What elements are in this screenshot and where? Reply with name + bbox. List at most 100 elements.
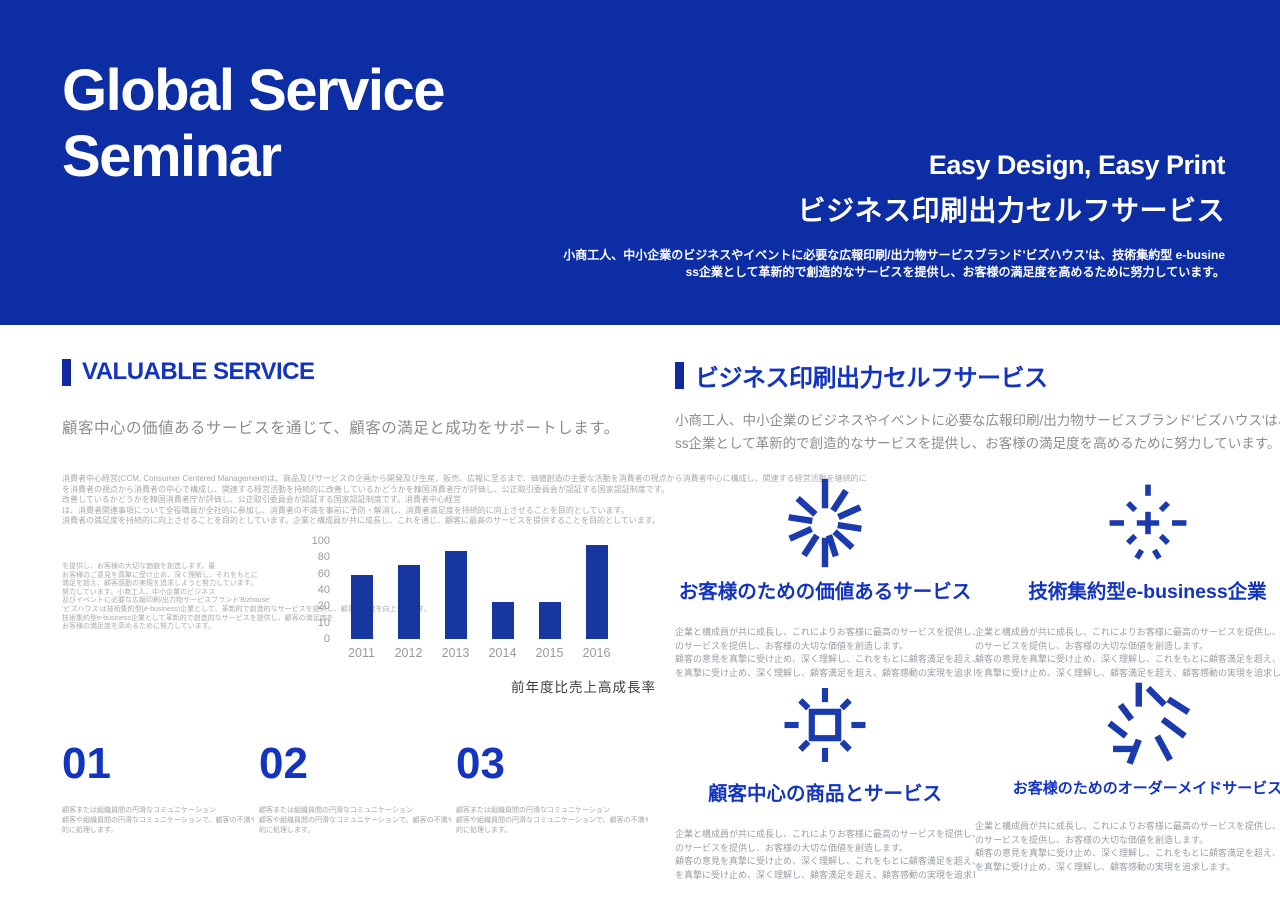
feature-body-line: 顧客の意見を真摯に受け止め、深く理解し、これをもとに顧客満足を超え、顧客感動の実… <box>675 856 975 866</box>
feature-title: 顧客中心の商品とサービス <box>707 783 942 805</box>
item-body-line: 的に処理します。 <box>259 826 315 834</box>
left-section-title: VALUABLE SERVICE <box>82 358 315 385</box>
feature-body: 企業と構成員が共に成長し、これによりお客様に最高のサービスを提供し、お客様の大切… <box>975 820 1280 874</box>
side-text-line: 技術集約型e-business企業として革新的で創造的なサービスを提供し、顧客の… <box>62 614 334 622</box>
item-body-line: 顧客や組織員間の円滑なコミュニケーションで、顧客の不満や内部苦情を効率的に <box>62 816 254 824</box>
item-body-line: 顧客や組織員間の円滑なコミュニケーションで、顧客の不満や内部苦情を効率的に <box>456 816 648 824</box>
side-text-line: 'ビズハウス'は技術集約型(e-business)企業として、革新的で創造的なサ… <box>62 605 431 613</box>
feature-body-line: のサービスを提供し、お客様の大切な価値を創造します。 <box>975 834 1209 845</box>
item-body-line: 顧客または組織員間の円滑なコミュニケーション <box>259 806 413 814</box>
x-tick-label: 2013 <box>441 645 470 660</box>
paragraph-line: 消費者の満足度を持続的に向上させることを目的としています。企業と構成員が共に成長… <box>62 516 660 526</box>
feature-card-2: 技術集約型e-business企業企業と構成員が共に成長し、これによりお客様に最… <box>975 473 1280 678</box>
feature-body-line: 顧客の意見を真摯に受け止め、深く理解し、これをもとに顧客満足を超え、顧客感動の実… <box>975 654 1280 664</box>
bar-2012 <box>397 564 420 639</box>
header-right-block: Easy Design, Easy Print ビジネス印刷出力セルフサービス … <box>563 150 1225 281</box>
item-body-line: 的に処理します。 <box>62 826 118 834</box>
chart-row: を提供し、お客様の大切な価値を創造します。最 お客様のご意見を真摯に受け止め、深く… <box>62 535 655 696</box>
chart-bars <box>338 541 620 639</box>
ccm-description-paragraph: 消費者中心経営(CCM, Consumer Centered Managemen… <box>62 474 867 527</box>
item-body: 顧客または組織員間の円滑なコミュニケーション顧客や組織員間の円滑なコミュニケーシ… <box>62 806 259 836</box>
header-banner: Global Service Seminar Easy Design, Easy… <box>0 0 1280 325</box>
side-text-line: 満足を超え、顧客感動の実現を追求しようと努力しています。 <box>62 580 258 588</box>
feature-grid: お客様のための価値あるサービス 企業と構成員が共に成長し、これによりお客様に最高の… <box>675 473 1280 880</box>
left-section-subtitle: 顧客中心の価値あるサービスを通じて、顧客の満足と成功をサポートします。 <box>62 420 620 437</box>
feature-title: 技術集約型e-business企業 <box>1028 581 1267 603</box>
header-description-line: 小商工人、中小企業のビジネスやイベントに必要な広報印刷/出力物サービスブランド'… <box>563 248 1225 262</box>
item-number: 01 <box>62 738 111 788</box>
feature-body-line: を真摯に受け止め、深く理解し、顧客満足を超え、顧客感動の実現を追求します。 <box>675 869 975 880</box>
burst-dashed-icon <box>975 473 1280 573</box>
feature-title: お客様のためのオーダーメイドサービス <box>1012 780 1280 797</box>
paragraph-line: 改善しているかどうかを韓国消費者庁が評価し、公正取引委員会が認証する国家認証制度… <box>62 495 461 505</box>
self-service-section: ビジネス印刷出力セルフサービス 小商工人、中小企業のビジネスやイベントに必要な広… <box>675 358 1280 880</box>
item-body-line: 的に処理します。 <box>456 826 512 834</box>
y-tick-label: 40 <box>317 583 330 596</box>
tagline-english: Easy Design, Easy Print <box>928 150 1226 180</box>
bar-slot <box>338 541 385 639</box>
feature-body-line: のサービスを提供し、お客様の大切な価値を創造します。 <box>975 640 1209 651</box>
x-tick-label: 2016 <box>582 645 611 660</box>
feature-body-line: のサービスを提供し、お客様の大切な価値を創造します。 <box>675 640 909 651</box>
paragraph-line: を消費者の視点から消費者の中心で構成し、関連する経営活動を持続的に改善しているか… <box>62 484 669 494</box>
feature-body-line: を真摯に受け止め、深く理解し、顧客満足を超え、顧客感動の実現を追求します。 <box>975 667 1280 678</box>
bar-slot <box>526 541 573 639</box>
feature-card-3: 顧客中心の商品とサービス企業と構成員が共に成長し、これによりお客様に最高のサービ… <box>675 675 975 880</box>
right-intro-line: ss企業として革新的で創造的なサービスを提供し、お客様の満足度を高めるために努力… <box>675 436 1280 451</box>
y-tick-label: 10 <box>317 616 330 629</box>
item-body: 顧客または組織員間の円滑なコミュニケーション顧客や組織員間の円滑なコミュニケーシ… <box>259 806 456 836</box>
numbered-item-03: 03 顧客または組織員間の円滑なコミュニケーション顧客や組織員間の円滑なコミュニケ… <box>456 738 653 836</box>
header-description-line: ss企業として革新的で創造的なサービスを提供し、お客様の満足度を高めるために努力… <box>685 265 1225 279</box>
feature-body-line: 企業と構成員が共に成長し、これによりお客様に最高のサービスを提供し、お客様の大切… <box>675 627 975 637</box>
header-description: 小商工人、中小企業のビジネスやイベントに必要な広報印刷/出力物サービスブランド'… <box>563 247 1225 281</box>
chart-side-text: を提供し、お客様の大切な価値を創造します。最 お客様のご意見を真摯に受け止め、深く… <box>62 562 431 696</box>
feature-body-line: 顧客の意見を真摯に受け止め、深く理解し、これをもとに顧客満足を超え、顧客感動の実… <box>675 654 975 664</box>
feature-body-line: を真摯に受け止め、深く理解し、顧客満足を超え、顧客感動の実現を追求します。 <box>675 667 975 678</box>
valuable-service-section: VALUABLE SERVICE 顧客中心の価値あるサービスを通じて、顧客の満足… <box>62 358 867 836</box>
feature-body: 企業と構成員が共に成長し、これによりお客様に最高のサービスを提供し、お客様の大切… <box>975 626 1280 680</box>
right-section-intro: 小商工人、中小企業のビジネスやイベントに必要な広報印刷/出力物サービスブランド'… <box>675 409 1280 455</box>
bar-slot <box>432 541 479 639</box>
feature-card-1: お客様のための価値あるサービス 企業と構成員が共に成長し、これによりお客様に最高の… <box>675 473 975 678</box>
bar-2013 <box>444 550 467 639</box>
side-text-line: お客様のご意見を真摯に受け止め、深く理解し、それをもとに <box>62 571 258 579</box>
item-body-line: 顧客または組織員間の円滑なコミュニケーション <box>456 806 610 814</box>
bar-slot <box>385 541 432 639</box>
side-text-line: を提供し、お客様の大切な価値を創造します。最 <box>62 562 216 570</box>
numbered-items-row: 01 顧客または組織員間の円滑なコミュニケーション 顧客や組織員間の円滑なコミュニケ… <box>62 738 648 836</box>
bar-slot <box>573 541 620 639</box>
x-tick-label: 2011 <box>348 645 375 660</box>
feature-body: 企業と構成員が共に成長し、これによりお客様に最高のサービスを提供し、お客様の大切… <box>675 626 975 680</box>
side-text-line: 努力しています。小商工人、中小企業のビジネス <box>62 588 216 596</box>
feature-body-line: 企業と構成員が共に成長し、これによりお客様に最高のサービスを提供し、お客様の大切… <box>975 627 1280 637</box>
y-tick-label: 80 <box>317 551 330 564</box>
y-tick-label: 0 <box>323 632 330 645</box>
x-tick-label: 2014 <box>488 645 517 660</box>
left-section-header: VALUABLE SERVICE <box>62 358 647 386</box>
bar-2015 <box>538 601 561 639</box>
side-text-line: お客様の満足度を高めるために努力しています。 <box>62 623 216 631</box>
x-tick-label: 2012 <box>394 645 423 660</box>
bar-slot <box>479 541 526 639</box>
item-number: 02 <box>259 738 308 788</box>
burst-spiral-icon <box>975 675 1280 775</box>
page-title: Global Service Seminar <box>62 58 445 190</box>
feature-body: 企業と構成員が共に成長し、これによりお客様に最高のサービスを提供し、お客様の大切… <box>675 828 975 882</box>
section-accent-bar <box>675 362 684 389</box>
sales-growth-bar-chart: 100 80 60 40 20 10 0 2011 2012 2013 2014 2015 2016 … <box>302 535 656 696</box>
item-body-line: 顧客または組織員間の円滑なコミュニケーション <box>62 806 216 814</box>
bar-2016 <box>585 544 608 639</box>
numbered-item-02: 02 顧客または組織員間の円滑なコミュニケーション顧客や組織員間の円滑なコミュニケ… <box>259 738 456 836</box>
feature-card-4: お客様のためのオーダーメイドサービス企業と構成員が共に成長し、これによりお客様に… <box>975 675 1280 877</box>
item-number: 03 <box>456 738 505 788</box>
y-tick-label: 100 <box>311 534 330 547</box>
bar-2014 <box>491 601 514 639</box>
paragraph-line: は、消費者関連事項について全役職員が全社的に参加し、消費者の不満を事前に予防・解… <box>62 505 629 515</box>
feature-body-line: のサービスを提供し、お客様の大切な価値を創造します。 <box>675 842 909 853</box>
feature-body-line: 顧客の意見を真摯に受け止め、深く理解し、これをもとに顧客満足を超え、顧客感動の実… <box>975 848 1280 858</box>
numbered-item-01: 01 顧客または組織員間の円滑なコミュニケーション顧客や組織員間の円滑なコミュニケ… <box>62 738 259 836</box>
y-tick-label: 20 <box>317 600 330 613</box>
x-tick-label: 2015 <box>535 645 564 660</box>
right-section-title: ビジネス印刷出力セルフサービス <box>695 365 1048 392</box>
item-body-line: 顧客や組織員間の円滑なコミュニケーションで、顧客の不満や内部苦情を効率的に <box>259 816 451 824</box>
